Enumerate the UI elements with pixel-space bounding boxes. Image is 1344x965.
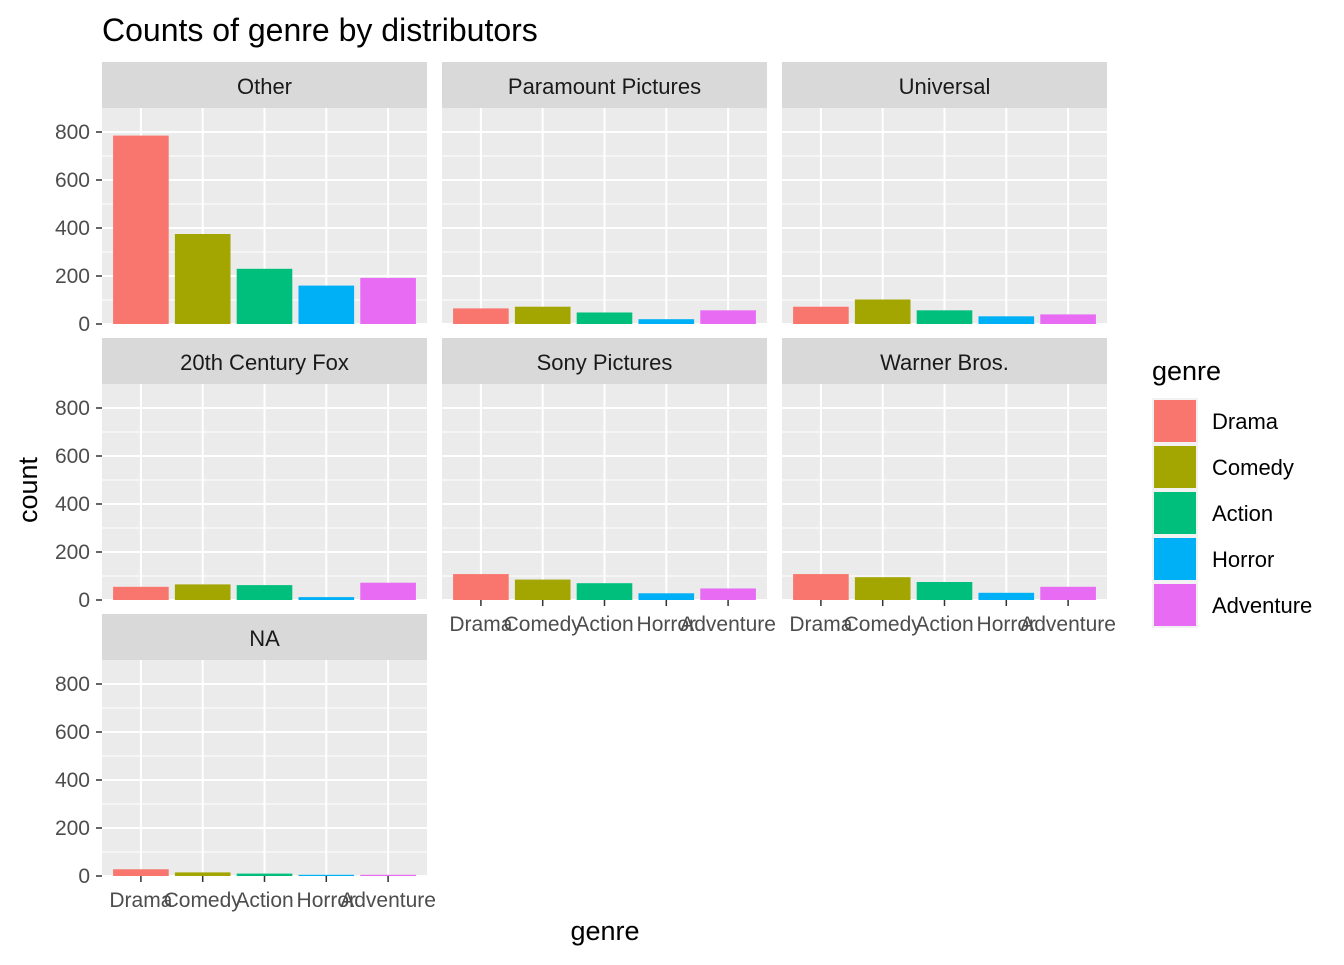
x-tick-label: Adventure — [680, 613, 776, 636]
bar-other-horror — [298, 286, 354, 324]
facet-strip-label: 20th Century Fox — [180, 350, 349, 375]
y-tick-label: 400 — [55, 769, 90, 792]
legend-label: Adventure — [1212, 593, 1312, 618]
facet-strip-label: Warner Bros. — [880, 350, 1009, 375]
legend-item-comedy: Comedy — [1152, 444, 1294, 490]
chart-title: Counts of genre by distributors — [102, 12, 538, 48]
y-tick-label: 400 — [55, 493, 90, 516]
x-tick-label: Action — [235, 889, 293, 912]
bar-warner-bros-action — [917, 582, 973, 600]
x-tick-label: Action — [915, 613, 973, 636]
bar-na-drama — [113, 869, 169, 876]
y-tick-label: 800 — [55, 121, 90, 144]
facet-strip-label: NA — [249, 626, 280, 651]
legend-item-horror: Horror — [1152, 536, 1274, 582]
bar-paramount-pictures-adventure — [700, 310, 756, 324]
x-tick-label: Comedy — [844, 613, 923, 636]
bar-universal-adventure — [1040, 314, 1096, 324]
bar-paramount-pictures-comedy — [515, 307, 571, 324]
y-tick-label: 400 — [55, 217, 90, 240]
facet-strip-label: Other — [237, 74, 292, 99]
y-tick-label: 0 — [78, 865, 90, 888]
x-tick-label: Comedy — [504, 613, 583, 636]
facet-20th-century-fox: 20th Century Fox 0 200 400 600 800 — [55, 338, 427, 612]
bar-other-drama — [113, 136, 169, 324]
legend-item-action: Action — [1152, 490, 1273, 536]
bar-paramount-pictures-drama — [453, 308, 509, 324]
bar-universal-horror — [978, 316, 1034, 324]
bar-20th-century-fox-drama — [113, 587, 169, 600]
legend-label: Drama — [1212, 409, 1279, 434]
facet-universal: Universal — [782, 62, 1107, 324]
bar-warner-bros-drama — [793, 574, 849, 600]
bar-sony-pictures-drama — [453, 574, 509, 600]
bar-20th-century-fox-action — [237, 585, 293, 600]
bar-20th-century-fox-adventure — [360, 583, 416, 600]
y-tick-label: 800 — [55, 673, 90, 696]
y-tick-label: 600 — [55, 169, 90, 192]
bar-other-comedy — [175, 234, 231, 324]
legend-title: genre — [1152, 356, 1221, 386]
x-tick-label: Adventure — [340, 889, 436, 912]
y-tick-label: 800 — [55, 397, 90, 420]
facet-other: Other 0 200 400 600 800 — [55, 62, 427, 336]
bar-warner-bros-adventure — [1040, 587, 1096, 600]
bar-universal-comedy — [855, 300, 911, 324]
facet-strip-label: Sony Pictures — [537, 350, 673, 375]
y-tick-label: 200 — [55, 817, 90, 840]
legend-key-swatch — [1154, 400, 1196, 442]
bar-paramount-pictures-horror — [638, 319, 694, 324]
legend-label: Action — [1212, 501, 1273, 526]
bar-20th-century-fox-horror — [298, 597, 354, 600]
bar-na-action — [237, 874, 293, 876]
bar-sony-pictures-horror — [638, 593, 694, 600]
legend-key-swatch — [1154, 446, 1196, 488]
facet-strip-label: Paramount Pictures — [508, 74, 701, 99]
y-tick-label: 600 — [55, 721, 90, 744]
bar-na-comedy — [175, 872, 231, 876]
legend: genre Drama Comedy Action Horror Adventure — [1152, 356, 1312, 628]
facet-paramount-pictures: Paramount Pictures — [442, 62, 767, 324]
x-tick-label: Action — [575, 613, 633, 636]
legend-item-drama: Drama — [1152, 398, 1279, 444]
y-axis-title: count — [13, 456, 43, 523]
legend-item-adventure: Adventure — [1152, 582, 1312, 628]
x-tick-label: Adventure — [1020, 613, 1116, 636]
bar-sony-pictures-action — [577, 583, 633, 600]
bar-paramount-pictures-action — [577, 312, 633, 324]
bar-other-adventure — [360, 278, 416, 324]
y-tick-label: 600 — [55, 445, 90, 468]
bar-other-action — [237, 269, 293, 324]
facet-panels: Other 0 200 400 600 800 Paramount Pictures Univ… — [55, 62, 1116, 912]
bar-na-horror — [298, 875, 354, 876]
bar-sony-pictures-comedy — [515, 580, 571, 600]
bar-warner-bros-comedy — [855, 577, 911, 600]
x-axis-title: genre — [570, 916, 639, 946]
bar-warner-bros-horror — [978, 593, 1034, 600]
facet-strip-label: Universal — [899, 74, 991, 99]
y-tick-label: 0 — [78, 589, 90, 612]
bar-universal-drama — [793, 307, 849, 324]
bar-20th-century-fox-comedy — [175, 584, 231, 600]
y-tick-label: 200 — [55, 541, 90, 564]
legend-label: Comedy — [1212, 455, 1294, 480]
bar-universal-action — [917, 310, 973, 324]
bar-na-adventure — [360, 875, 416, 876]
legend-label: Horror — [1212, 547, 1274, 572]
y-tick-label: 0 — [78, 313, 90, 336]
x-tick-label: Comedy — [164, 889, 243, 912]
bar-sony-pictures-adventure — [700, 588, 756, 600]
legend-key-swatch — [1154, 492, 1196, 534]
legend-key-swatch — [1154, 584, 1196, 626]
legend-key-swatch — [1154, 538, 1196, 580]
y-tick-label: 200 — [55, 265, 90, 288]
